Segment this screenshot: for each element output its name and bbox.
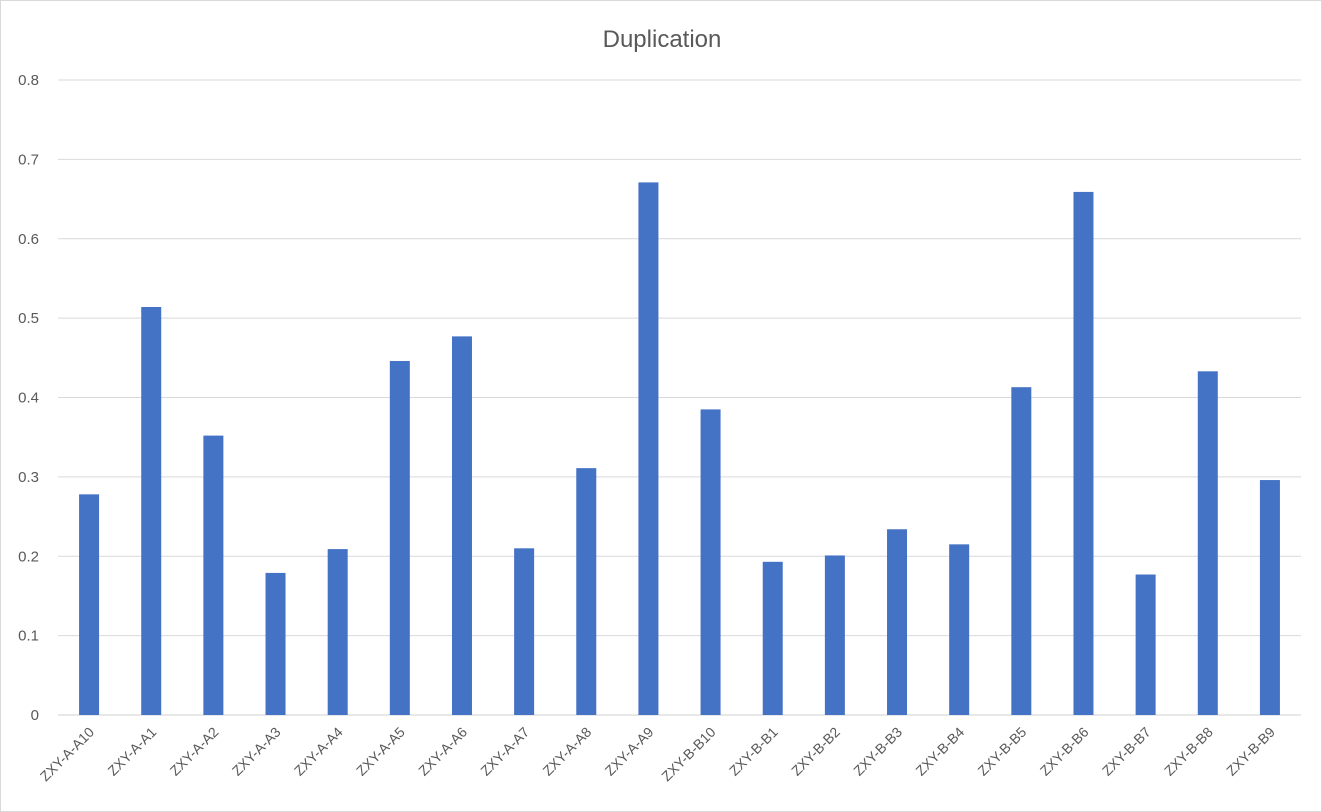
x-category-label: ZXY-A-A10 <box>37 724 98 785</box>
x-category-label: ZXY-B-B8 <box>1161 724 1216 779</box>
x-axis-category-labels: ZXY-A-A10 ZXY-A-A1 ZXY-A-A2 ZXY-A-A3 ZXY-A-A… <box>37 724 1278 785</box>
bar <box>762 561 783 715</box>
bar <box>1197 371 1218 715</box>
x-category-label: ZXY-B-B10 <box>658 724 719 785</box>
x-category-label: ZXY-B-B9 <box>1223 724 1278 779</box>
x-category-label: ZXY-A-A7 <box>477 724 532 779</box>
x-category-label: ZXY-B-B2 <box>788 724 843 779</box>
y-tick-label: 0.4 <box>18 390 39 407</box>
bars <box>79 182 1280 716</box>
bar <box>700 409 721 715</box>
x-category-label: ZXY-A-A6 <box>415 724 470 779</box>
x-category-label: ZXY-A-A1 <box>104 724 159 779</box>
y-tick-label: 0.1 <box>18 628 39 645</box>
bar <box>1135 574 1156 715</box>
gridlines <box>58 79 1301 716</box>
bar <box>576 468 597 715</box>
bar <box>824 555 845 715</box>
y-tick-label: 0.3 <box>18 469 39 486</box>
x-category-label: ZXY-A-A9 <box>602 724 657 779</box>
bar <box>389 360 410 715</box>
chart-title: Duplication <box>603 26 722 53</box>
x-category-label: ZXY-B-B7 <box>1099 724 1154 779</box>
bar <box>638 182 659 716</box>
bar <box>949 544 970 715</box>
bar <box>79 494 100 715</box>
x-category-label: ZXY-B-B4 <box>912 724 967 779</box>
x-category-label: ZXY-B-B3 <box>850 724 905 779</box>
x-category-label: ZXY-B-B1 <box>726 724 781 779</box>
bar <box>141 307 162 715</box>
y-tick-label: 0.5 <box>18 310 39 327</box>
y-tick-label: 0.2 <box>18 548 39 565</box>
y-tick-label: 0 <box>31 707 39 724</box>
y-tick-label: 0.6 <box>18 231 39 248</box>
x-category-label: ZXY-A-A3 <box>229 724 284 779</box>
bar <box>203 435 224 715</box>
x-category-label: ZXY-A-A5 <box>353 724 408 779</box>
x-category-label: ZXY-A-A8 <box>539 724 594 779</box>
x-category-label: ZXY-A-A2 <box>167 724 222 779</box>
bar <box>1011 387 1032 715</box>
bar <box>265 572 286 715</box>
bar <box>1259 480 1280 715</box>
y-tick-label: 0.7 <box>18 151 39 168</box>
bar <box>327 549 348 715</box>
y-axis-tick-labels: 0 0.1 0.2 0.3 0.4 0.5 0.6 0.7 0.8 <box>18 72 39 724</box>
y-tick-label: 0.8 <box>18 72 39 89</box>
x-category-label: ZXY-B-B5 <box>974 724 1029 779</box>
bar <box>1073 191 1094 715</box>
bar <box>887 529 908 715</box>
x-category-label: ZXY-A-A4 <box>291 724 346 779</box>
bar <box>451 336 472 715</box>
bar <box>514 548 535 715</box>
x-category-label: ZXY-B-B6 <box>1037 724 1092 779</box>
